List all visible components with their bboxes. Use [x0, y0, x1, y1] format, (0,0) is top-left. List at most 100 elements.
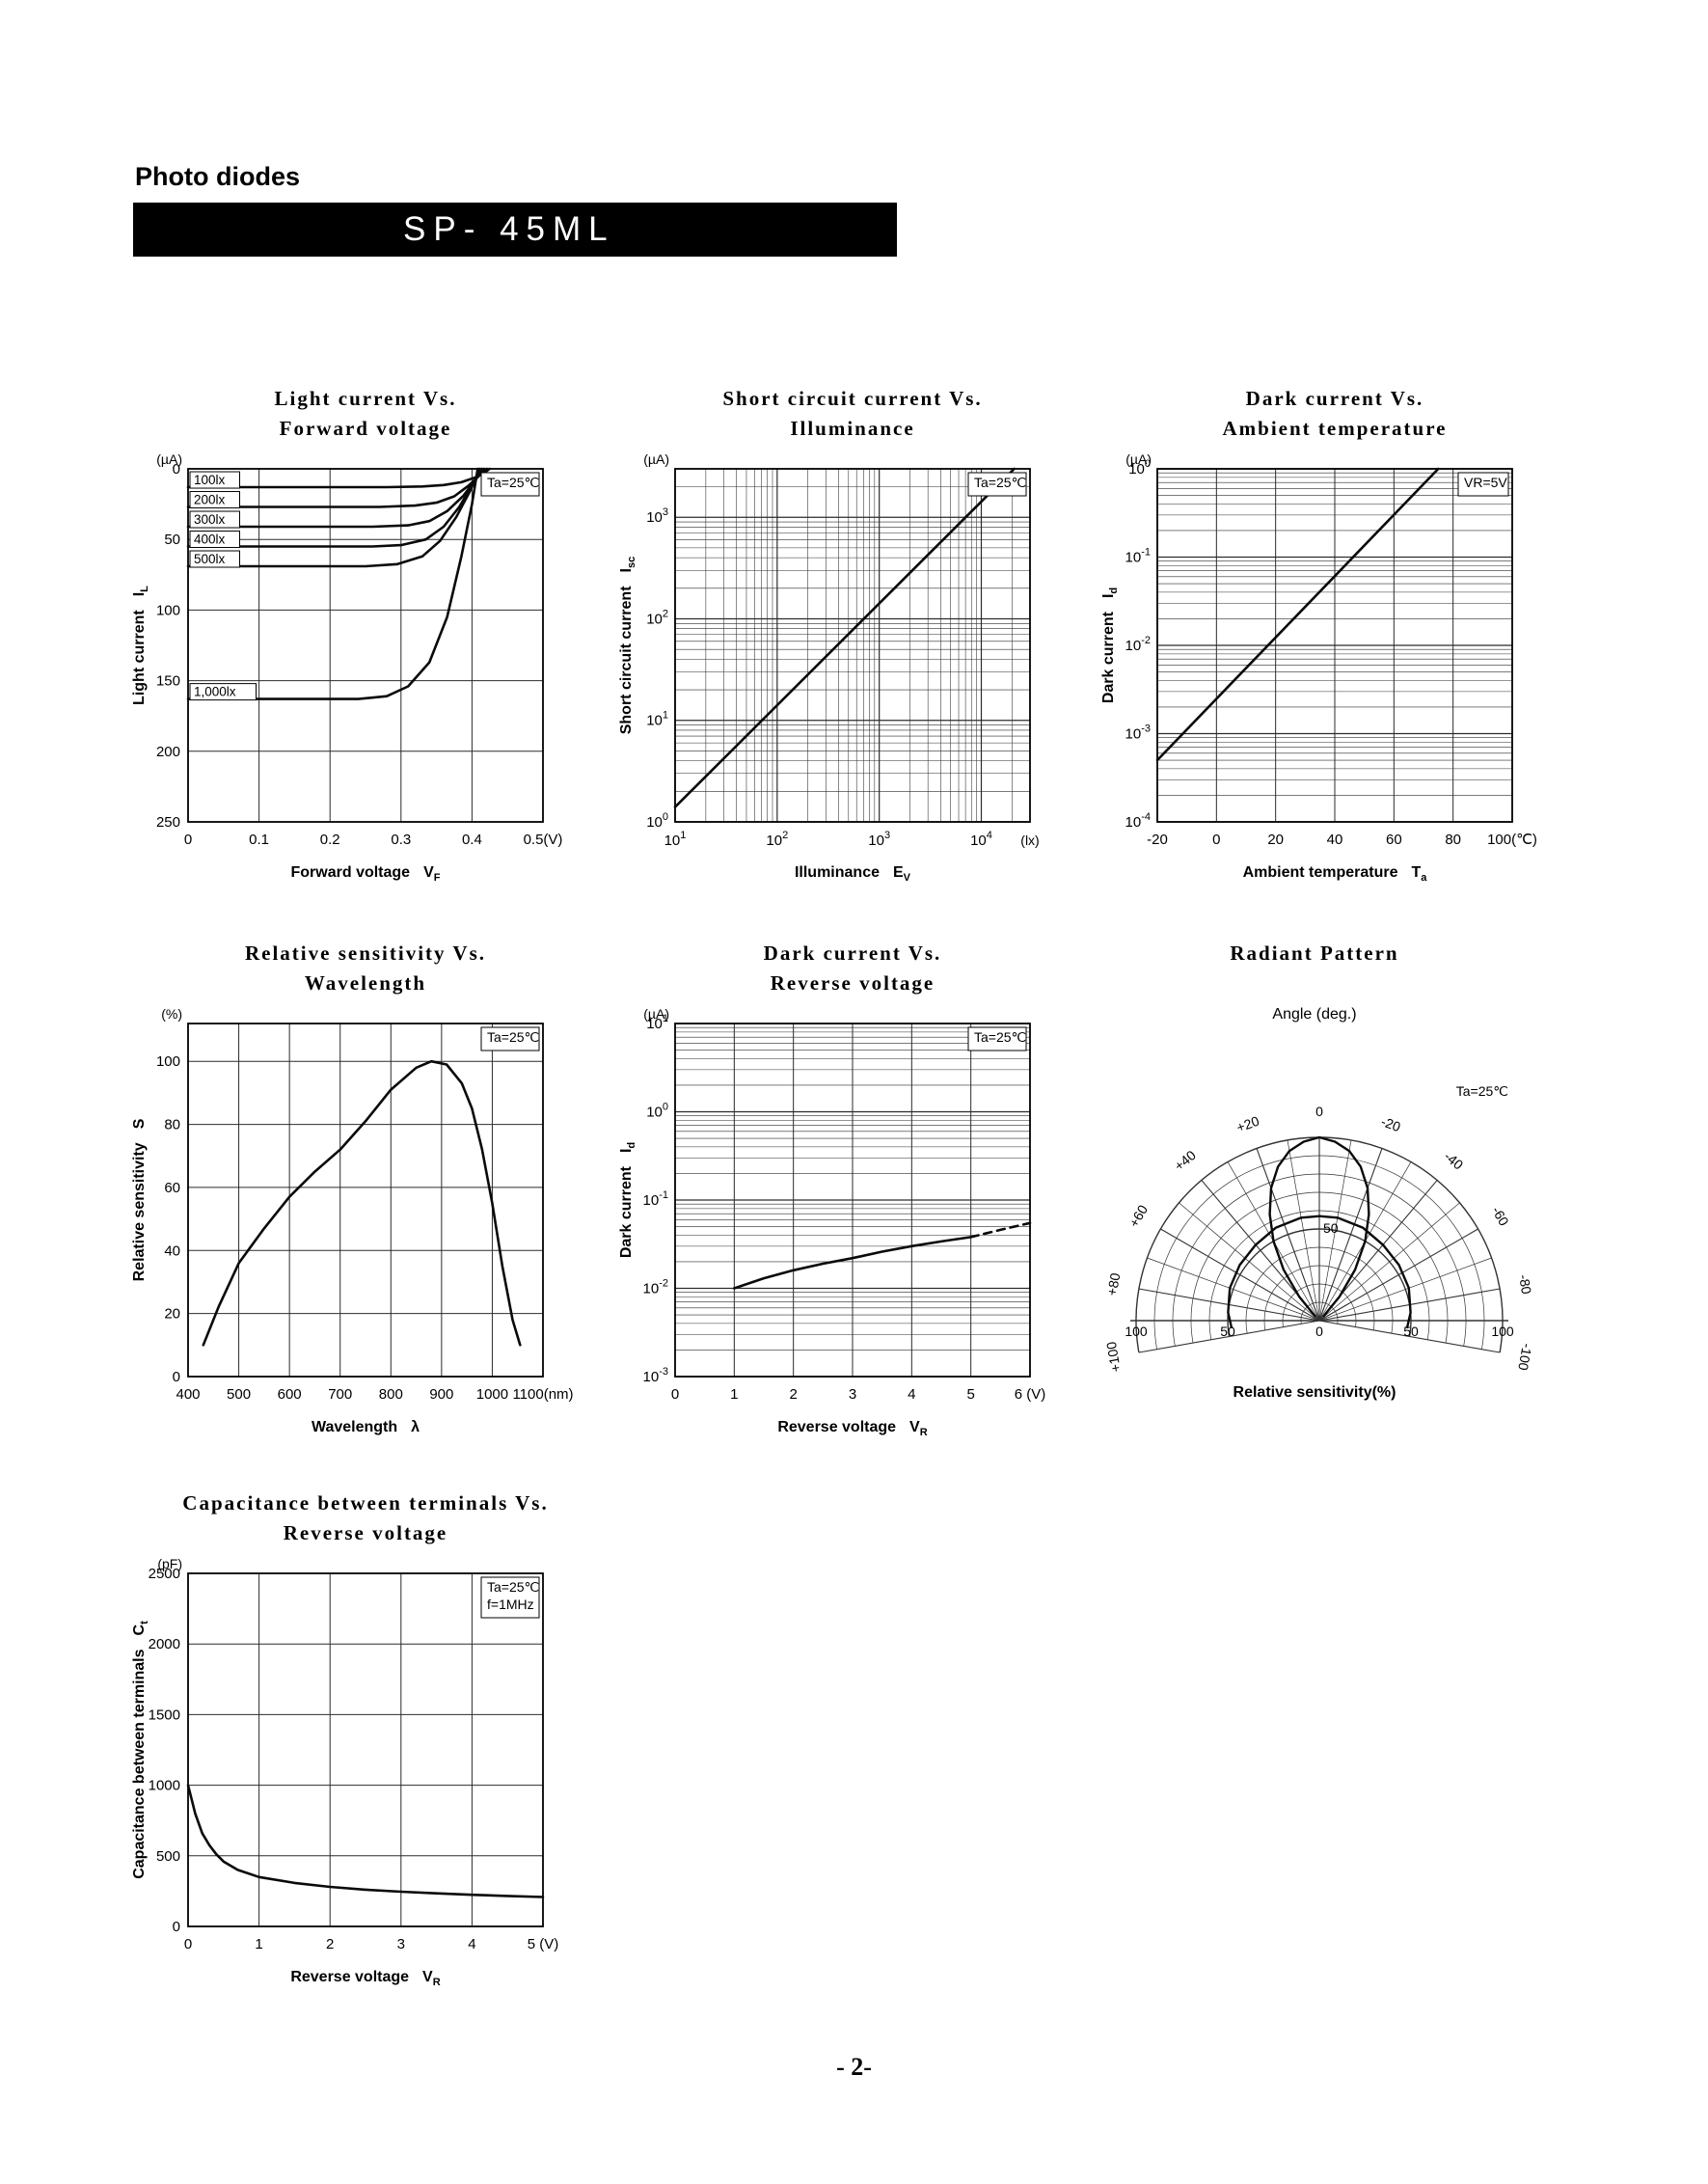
plot-area: -20 0 20 40 60 80 100(℃) 10-4 10-3 10-2 10-1 100 VR=… — [1125, 458, 1537, 848]
svg-text:101: 101 — [664, 830, 687, 849]
svg-text:103: 103 — [868, 830, 890, 849]
svg-text:-100: -100 — [1515, 1342, 1535, 1372]
chart-short-circuit-current-vs-illuminance: Short circuit current Vs. Illuminance (µ… — [606, 384, 1059, 910]
chart-title-line2: Forward voltage — [279, 417, 452, 440]
y-axis-subscript: sc — [626, 556, 638, 568]
x-axis-label: Reverse voltage VR — [188, 1969, 543, 1988]
y-axis-subscript: t — [139, 1621, 151, 1624]
svg-text:10-2: 10-2 — [1125, 635, 1151, 654]
svg-text:500lx: 500lx — [194, 552, 226, 566]
svg-text:0: 0 — [173, 461, 180, 478]
svg-text:60: 60 — [1386, 832, 1402, 848]
temperature-annotation: Ta=25℃ — [1455, 1083, 1508, 1099]
svg-text:2: 2 — [789, 1386, 797, 1403]
y-axis-label-text: Dark current — [618, 1166, 635, 1259]
svg-text:100: 100 — [1491, 1324, 1514, 1339]
chart-title: Short circuit current Vs. Illuminance — [606, 384, 1059, 448]
chart-capacitance-vs-reverse-voltage: Capacitance between terminals Vs. Revers… — [119, 1488, 572, 2014]
section-label: Photo diodes — [135, 162, 300, 191]
chart-title-line1: Dark current Vs. — [763, 942, 942, 965]
plot-area: 0 0.1 0.2 0.3 0.4 0.5(V) 0 50 100 150 200 250 100lx 2… — [156, 461, 563, 848]
svg-text:3: 3 — [849, 1386, 856, 1403]
y-axis-label: Short circuit current Isc — [617, 481, 637, 809]
y-axis-symbol: I — [131, 591, 148, 597]
svg-text:400: 400 — [176, 1386, 200, 1403]
svg-text:0: 0 — [1315, 1104, 1323, 1119]
x-axis-subscript: R — [919, 1427, 928, 1439]
svg-text:50: 50 — [164, 532, 180, 548]
polar-radial-axis-label: Relative sensitivity(%) — [1233, 1384, 1396, 1401]
svg-text:0.5(V): 0.5(V) — [524, 832, 563, 848]
chart-title-line1: Light current Vs. — [274, 387, 457, 410]
chart-title-line2: Reverse voltage — [283, 1521, 448, 1544]
chart-title: Light current Vs. Forward voltage — [119, 384, 572, 448]
svg-text:Ta=25℃: Ta=25℃ — [487, 475, 539, 490]
svg-text:Ta=25℃: Ta=25℃ — [974, 475, 1026, 490]
x-axis-label-text: Reverse voltage — [777, 1419, 897, 1435]
y-axis-symbol: C — [131, 1624, 148, 1636]
svg-text:-80: -80 — [1516, 1273, 1534, 1296]
x-axis-symbol: V — [422, 1969, 433, 1985]
chart-title: Radiant Pattern — [1088, 939, 1541, 1002]
svg-text:50: 50 — [1403, 1324, 1419, 1339]
chart-title: Dark current Vs. Reverse voltage — [606, 939, 1059, 1002]
svg-text:103: 103 — [646, 506, 668, 526]
y-axis-unit: (µA) — [643, 451, 669, 467]
y-axis-label-text: Short circuit current — [618, 586, 635, 735]
y-axis-subscript: d — [626, 1141, 638, 1149]
y-axis-label: Relative sensitivity S — [130, 1036, 149, 1364]
svg-text:+60: +60 — [1125, 1202, 1151, 1230]
svg-text:Ta=25℃: Ta=25℃ — [974, 1029, 1026, 1045]
x-axis-label-text: Illuminance — [794, 864, 880, 881]
svg-text:0: 0 — [184, 1936, 192, 1952]
svg-text:10-2: 10-2 — [643, 1278, 668, 1297]
chart-title-line2: Illuminance — [790, 417, 915, 440]
svg-text:400lx: 400lx — [194, 532, 226, 547]
y-axis-symbol: I — [1100, 593, 1117, 599]
svg-text:0: 0 — [184, 832, 192, 848]
svg-text:0: 0 — [1315, 1324, 1323, 1339]
x-axis-label-text: Ambient temperature — [1242, 864, 1398, 881]
svg-text:600: 600 — [278, 1386, 302, 1403]
plot-area: 0 1 2 3 4 5 6 (V) 10-3 10-2 10-1 100 101 Ta=25℃ — [643, 1013, 1046, 1403]
chart-title-line1: Relative sensitivity Vs. — [244, 942, 486, 965]
chart-title: Dark current Vs. Ambient temperature — [1088, 384, 1541, 448]
chart-title: Capacitance between terminals Vs. Revers… — [119, 1488, 572, 1552]
x-axis-symbol: E — [893, 864, 904, 881]
polar-angle-axis-label: Angle (deg.) — [1272, 1006, 1357, 1023]
svg-text:f=1MHz: f=1MHz — [487, 1597, 534, 1612]
y-axis-label-text: Relative sensitivity — [131, 1142, 148, 1282]
svg-text:0: 0 — [671, 1386, 679, 1403]
chart-light-current-vs-forward-voltage: Light current Vs. Forward voltage (µA) L… — [119, 384, 572, 910]
svg-text:80: 80 — [164, 1117, 180, 1133]
svg-text:800: 800 — [379, 1386, 403, 1403]
polar-plot-area: 0 -20 -40 -60 -80 -100 +20 +40 +60 +80 +100 0 50 50 10… — [1103, 1104, 1535, 1373]
x-axis-label-text: Forward voltage — [290, 864, 411, 881]
x-axis-symbol: T — [1411, 864, 1422, 881]
svg-text:300lx: 300lx — [194, 512, 226, 527]
svg-text:4: 4 — [908, 1386, 915, 1403]
y-axis-label-text: Capacitance between terminals — [131, 1649, 148, 1879]
svg-text:-60: -60 — [1489, 1204, 1512, 1229]
part-number-bar: SP- 45ML — [133, 203, 897, 257]
svg-text:0: 0 — [173, 1369, 180, 1385]
svg-text:-20: -20 — [1379, 1113, 1403, 1134]
svg-text:150: 150 — [156, 673, 180, 690]
svg-text:+40: +40 — [1171, 1147, 1199, 1174]
svg-text:40: 40 — [1327, 832, 1343, 848]
svg-text:1: 1 — [730, 1386, 738, 1403]
svg-text:6 (V): 6 (V) — [1015, 1386, 1046, 1403]
svg-text:0.1: 0.1 — [249, 832, 269, 848]
svg-text:1,000lx: 1,000lx — [194, 685, 236, 699]
svg-text:102: 102 — [646, 608, 668, 627]
chart-dark-current-vs-reverse-voltage: Dark current Vs. Reverse voltage (µA) Da… — [606, 939, 1059, 1464]
svg-text:0.2: 0.2 — [320, 832, 340, 848]
y-axis-unit: (%) — [161, 1006, 182, 1022]
y-axis-unit: (µA) — [156, 451, 182, 467]
svg-text:100: 100 — [156, 602, 180, 618]
svg-text:100: 100 — [1128, 458, 1151, 478]
svg-text:10-1: 10-1 — [643, 1189, 668, 1209]
svg-text:10-3: 10-3 — [643, 1366, 668, 1385]
svg-text:50: 50 — [1323, 1220, 1339, 1236]
